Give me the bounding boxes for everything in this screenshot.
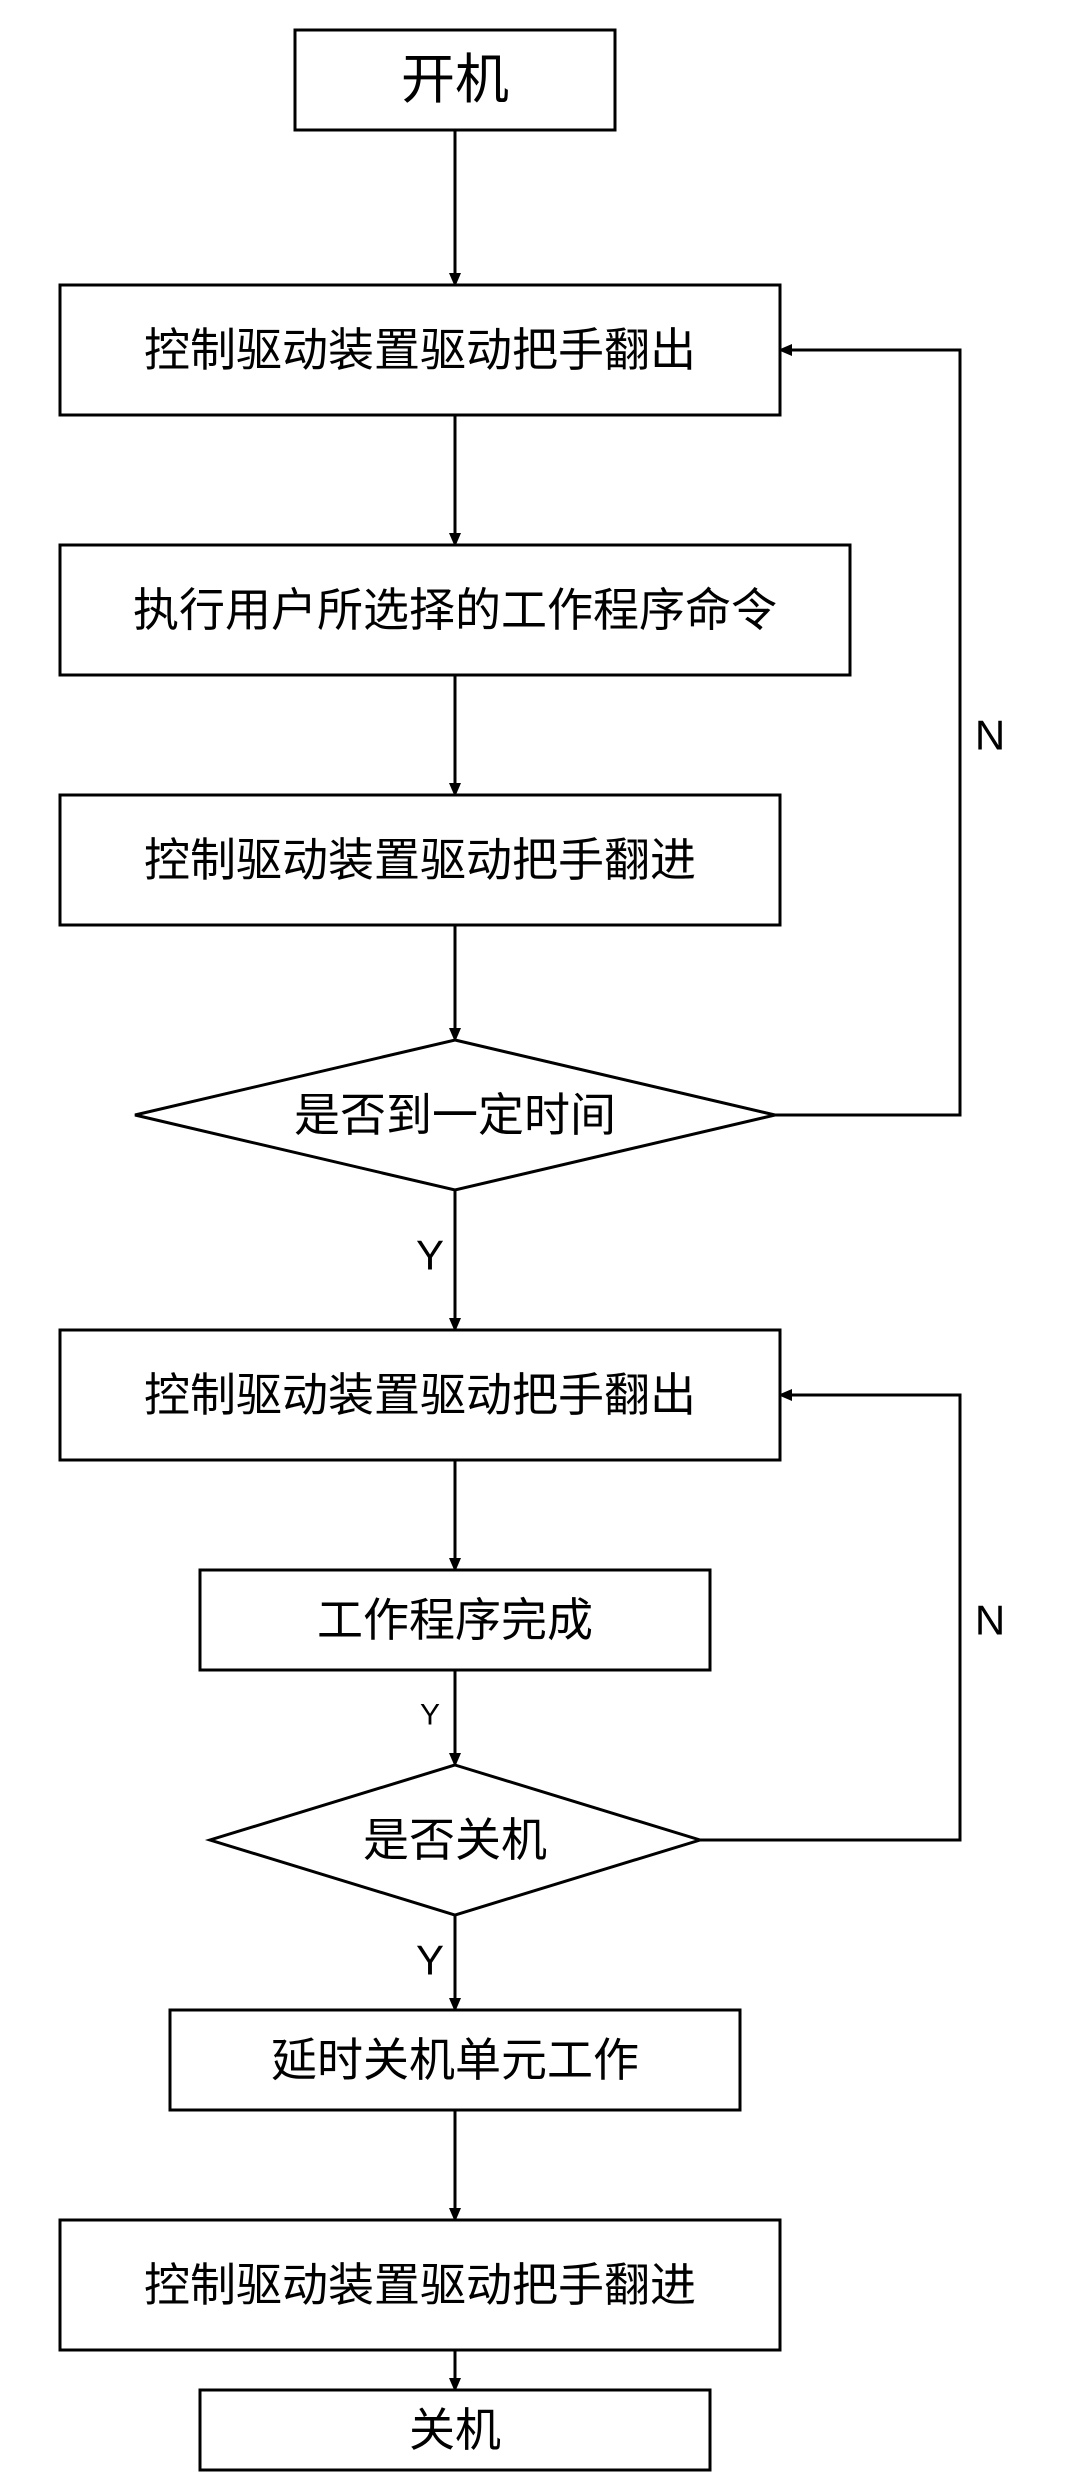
edge-5-label: N: [975, 712, 1005, 759]
node-n3-label: 控制驱动装置驱动把手翻进: [144, 834, 696, 886]
node-n7-label: 控制驱动装置驱动把手翻进: [144, 2259, 696, 2311]
node-d1-label: 是否到一定时间: [294, 1089, 616, 1141]
node-n1-label: 控制驱动装置驱动把手翻出: [144, 324, 696, 376]
edge-7-label: Y: [420, 1699, 440, 1732]
node-n5-label: 工作程序完成: [317, 1594, 593, 1646]
edge-8-label: Y: [416, 1937, 444, 1984]
node-n4-label: 控制驱动装置驱动把手翻出: [144, 1369, 696, 1421]
edge-9-label: N: [975, 1597, 1005, 1644]
edge-5: [775, 350, 960, 1115]
flowchart-diagram: 开机控制驱动装置驱动把手翻出执行用户所选择的工作程序命令控制驱动装置驱动把手翻进…: [0, 0, 1065, 2482]
node-d2-label: 是否关机: [363, 1814, 547, 1866]
node-n6-label: 延时关机单元工作: [271, 2034, 639, 2086]
node-start-label: 开机: [401, 50, 509, 110]
edge-9: [700, 1395, 960, 1840]
edge-4-label: Y: [416, 1232, 444, 1279]
node-end-label: 关机: [409, 2404, 501, 2456]
node-n2-label: 执行用户所选择的工作程序命令: [133, 584, 777, 636]
